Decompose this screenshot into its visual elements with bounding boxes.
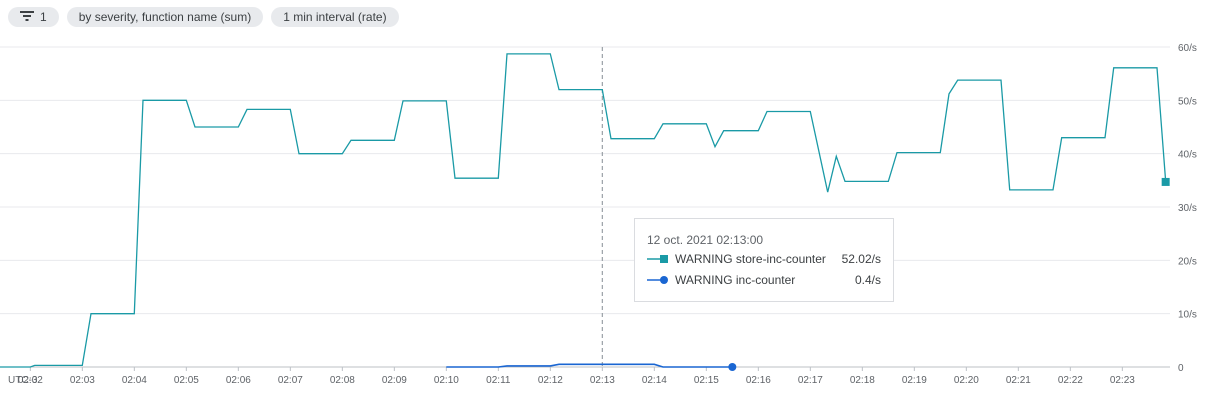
filter-count: 1	[40, 10, 47, 24]
filter-icon	[20, 7, 34, 27]
y-tick-label: 30/s	[1178, 203, 1197, 214]
x-tick-label: 02:17	[798, 375, 823, 386]
x-tick-label: 02:16	[746, 375, 771, 386]
filter-chip[interactable]: 1	[8, 7, 59, 27]
timezone-label: UTC-3	[8, 375, 38, 386]
y-tick-label: 10/s	[1178, 310, 1197, 321]
x-tick-label: 02:07	[278, 375, 303, 386]
tooltip-series-name: WARNING store-inc-counter	[675, 252, 826, 266]
tooltip-timestamp: 12 oct. 2021 02:13:00	[647, 233, 764, 247]
tooltip-row: WARNING inc-counter 0.4/s	[647, 272, 881, 288]
series-end-marker	[1161, 177, 1170, 186]
x-tick-label: 02:18	[850, 375, 875, 386]
x-tick-label: 02:20	[954, 375, 979, 386]
x-tick-label: 02:19	[902, 375, 927, 386]
tooltip-series-name: WARNING inc-counter	[675, 273, 796, 287]
x-tick-label: 02:02	[18, 375, 43, 386]
series-square-marker-icon	[647, 253, 669, 265]
chart-toolbar: 1 by severity, function name (sum) 1 min…	[8, 7, 399, 27]
x-tick-label: 02:22	[1058, 375, 1083, 386]
x-tick-label: 02:21	[1006, 375, 1031, 386]
x-tick-label: 02:14	[642, 375, 667, 386]
y-tick-label: 20/s	[1178, 256, 1197, 267]
y-tick-label: 50/s	[1178, 96, 1197, 107]
series-end-marker	[728, 363, 737, 371]
tooltip-series-value: 52.02/s	[841, 252, 881, 266]
group-by-chip[interactable]: by severity, function name (sum)	[66, 7, 264, 27]
x-tick-label: 02:03	[70, 375, 95, 386]
y-tick-label: 40/s	[1178, 150, 1197, 161]
x-tick-label: 02:13	[590, 375, 615, 386]
x-tick-label: 02:11	[486, 375, 511, 386]
x-tick-label: 02:10	[434, 375, 459, 386]
x-tick-label: 02:15	[694, 375, 719, 386]
series-line	[0, 53, 1167, 368]
x-tick-label: 02:06	[226, 375, 251, 386]
interval-chip[interactable]: 1 min interval (rate)	[271, 7, 399, 27]
hover-tooltip: 12 oct. 2021 02:13:00 WARNING store-inc-…	[634, 218, 894, 302]
x-tick-label: 02:04	[122, 375, 147, 386]
x-tick-label: 02:09	[382, 375, 407, 386]
y-tick-label: 0	[1178, 363, 1184, 374]
series-line	[446, 363, 733, 368]
tooltip-series-value: 0.4/s	[854, 273, 881, 287]
x-tick-label: 02:05	[174, 375, 199, 386]
y-tick-label: 60/s	[1178, 43, 1197, 54]
series-circle-marker-icon	[647, 274, 669, 286]
x-tick-label: 02:12	[538, 375, 563, 386]
x-tick-label: 02:08	[330, 375, 355, 386]
tooltip-row: WARNING store-inc-counter 52.02/s	[647, 251, 881, 267]
x-tick-label: 02:23	[1110, 375, 1135, 386]
